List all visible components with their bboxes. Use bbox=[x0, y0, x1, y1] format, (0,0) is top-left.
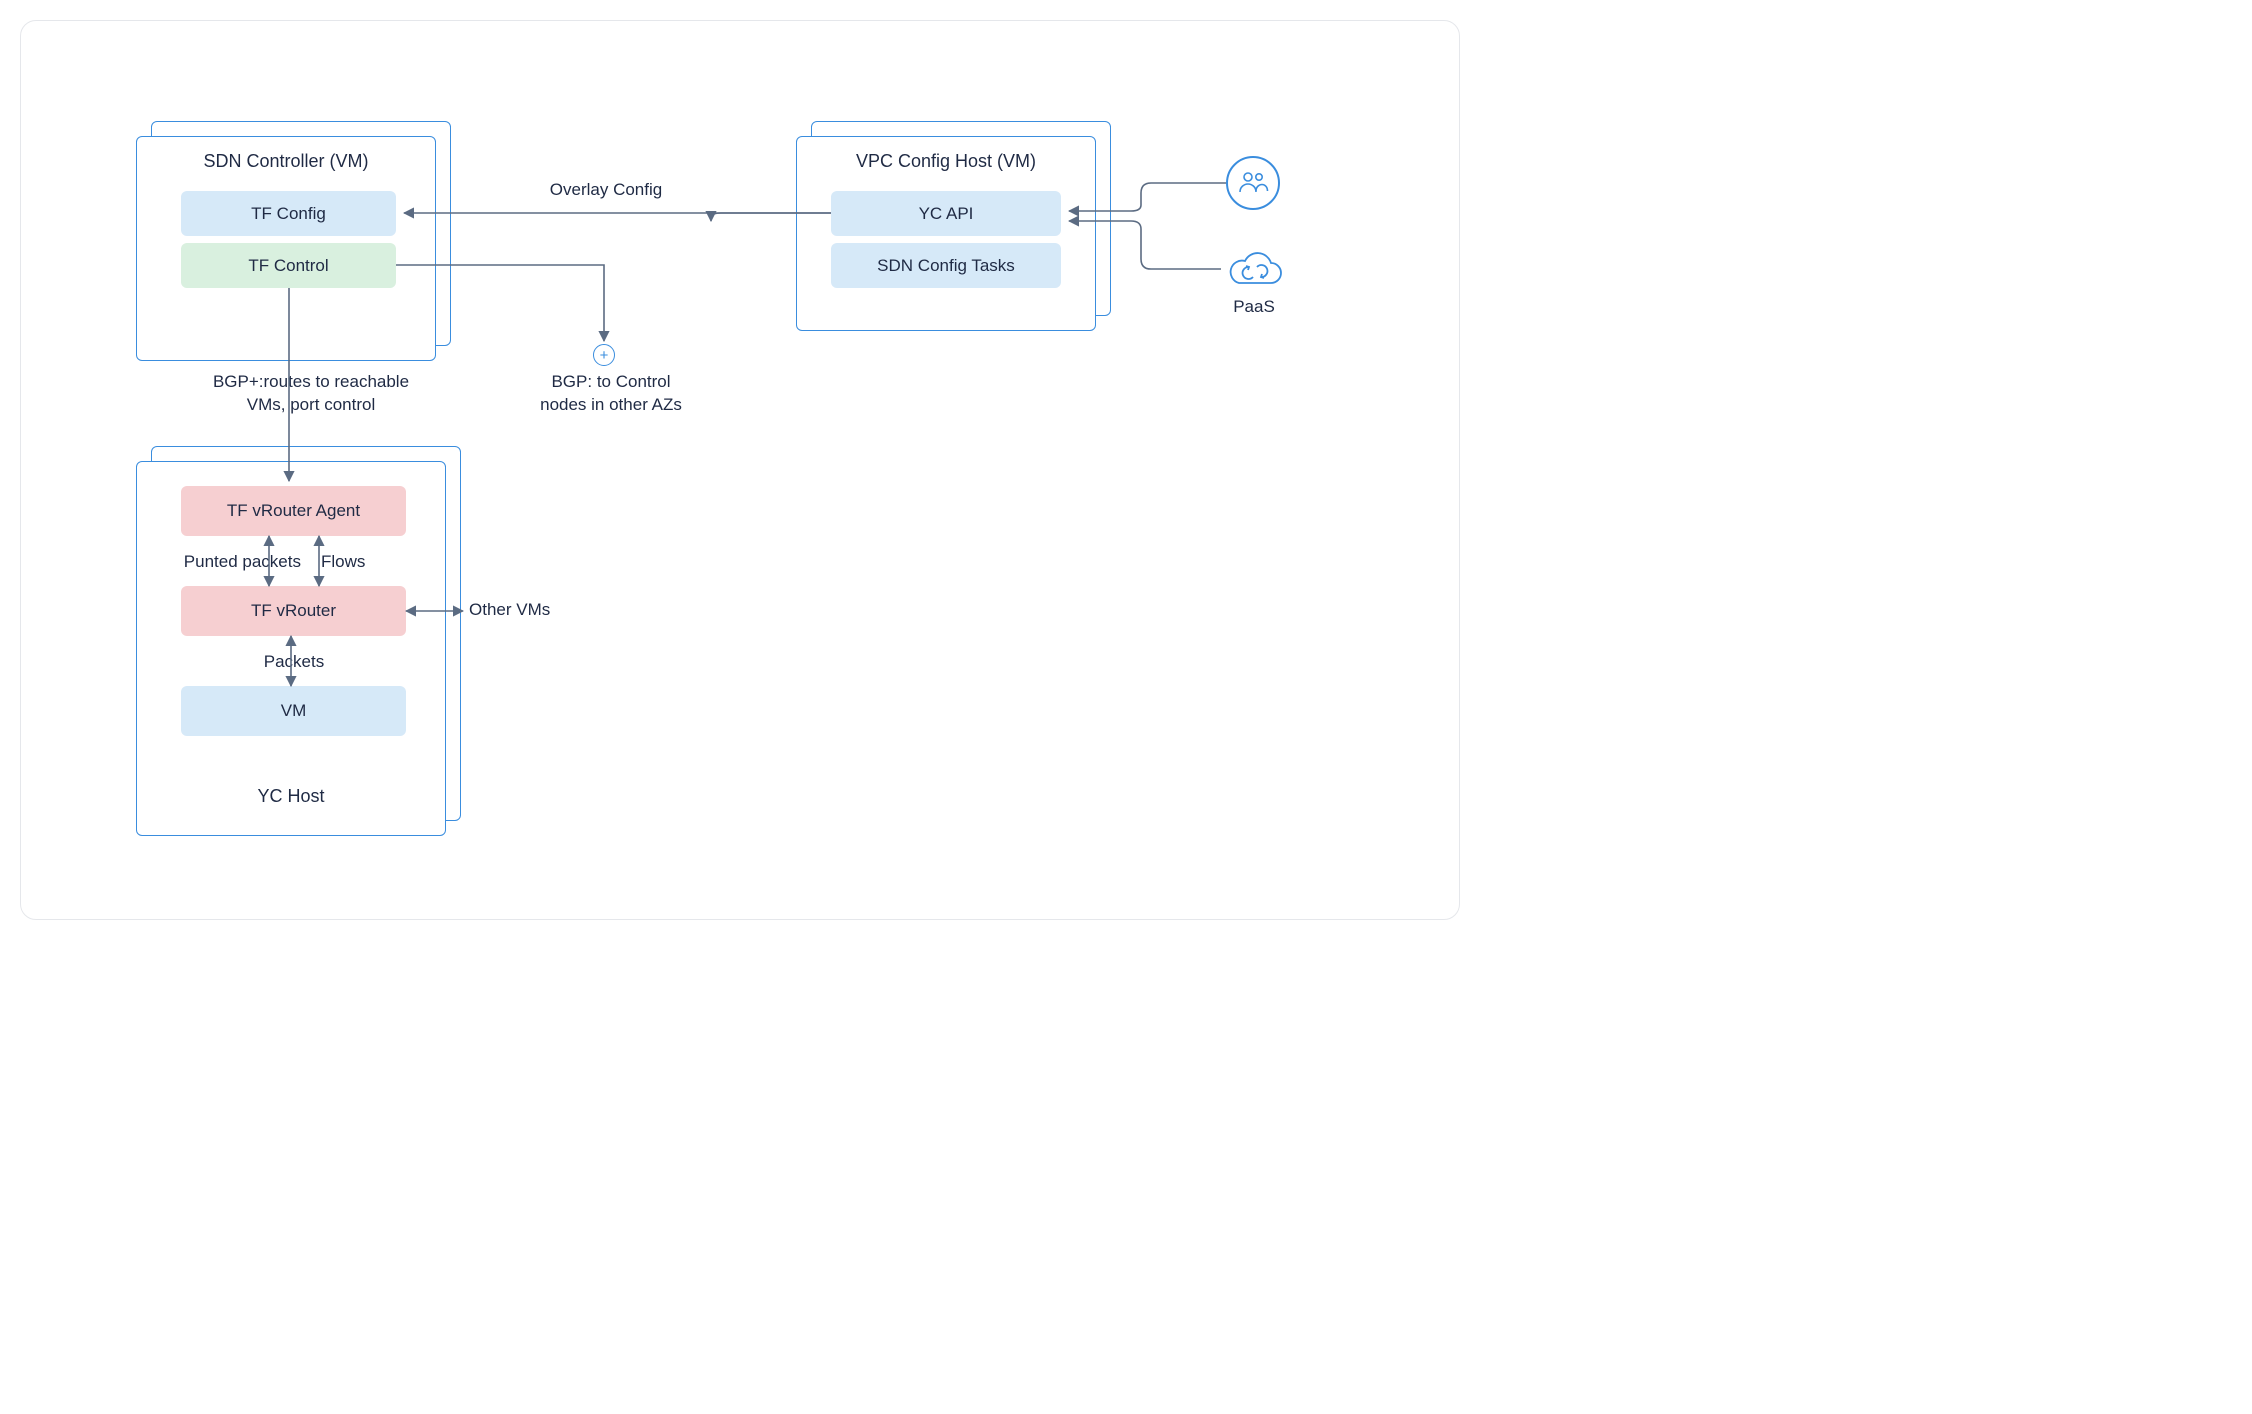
users-icon bbox=[1226, 156, 1280, 210]
tf-control-block: TF Control bbox=[181, 243, 396, 288]
tf-config-block: TF Config bbox=[181, 191, 396, 236]
tf-vrouter-agent-block: TF vRouter Agent bbox=[181, 486, 406, 536]
bgp-routes-label: BGP+:routes to reachable VMs, port contr… bbox=[181, 371, 441, 417]
bgp-routes-l2: VMs, port control bbox=[247, 395, 376, 414]
vpc-config-host-title: VPC Config Host (VM) bbox=[797, 137, 1095, 182]
diagram-canvas: SDN Controller (VM) TF Config TF Control… bbox=[20, 20, 1460, 920]
sdn-config-tasks-block: SDN Config Tasks bbox=[831, 243, 1061, 288]
packets-label: Packets bbox=[239, 651, 349, 674]
other-vms-label: Other VMs bbox=[469, 599, 569, 622]
sdn-controller-title: SDN Controller (VM) bbox=[137, 137, 435, 182]
bgp-routes-l1: BGP+:routes to reachable bbox=[213, 372, 409, 391]
cloud-icon bbox=[1221, 249, 1287, 296]
yc-api-block: YC API bbox=[831, 191, 1061, 236]
bgp-other-label: BGP: to Control nodes in other AZs bbox=[521, 371, 701, 417]
paas-label: PaaS bbox=[1221, 296, 1287, 319]
bgp-other-l1: BGP: to Control bbox=[551, 372, 670, 391]
bgp-other-l2: nodes in other AZs bbox=[540, 395, 682, 414]
vm-block: VM bbox=[181, 686, 406, 736]
plus-circle-icon: + bbox=[593, 344, 615, 366]
tf-vrouter-block: TF vRouter bbox=[181, 586, 406, 636]
flows-label: Flows bbox=[321, 551, 401, 574]
overlay-config-label: Overlay Config bbox=[476, 179, 736, 202]
yc-host-caption: YC Host bbox=[136, 776, 446, 807]
punted-label: Punted packets bbox=[171, 551, 301, 574]
